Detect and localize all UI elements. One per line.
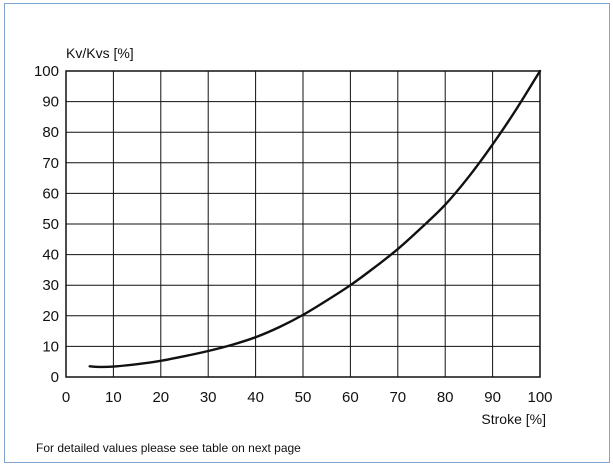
y-tick-label: 30 <box>42 277 59 294</box>
y-tick-label: 90 <box>42 94 59 111</box>
grid <box>65 70 541 378</box>
x-tick-label: 100 <box>527 389 552 406</box>
y-tick-label: 40 <box>42 247 59 264</box>
x-tick-label: 0 <box>62 389 70 406</box>
series <box>88 69 542 369</box>
chart-frame <box>4 3 610 463</box>
x-tick-label: 10 <box>105 389 122 406</box>
x-tick-label: 60 <box>342 389 359 406</box>
y-tick-label: 50 <box>42 216 59 233</box>
y-tick-label: 80 <box>42 124 59 141</box>
y-tick-label: 60 <box>42 185 59 202</box>
x-tick-label: 70 <box>389 389 406 406</box>
y-tick-label: 100 <box>34 63 59 80</box>
y-tick-label: 70 <box>42 155 59 172</box>
x-tick-label: 40 <box>247 389 264 406</box>
x-axis-label: Stroke [%] <box>481 411 546 427</box>
x-tick-label: 50 <box>295 389 312 406</box>
plot-border <box>65 70 541 378</box>
tick-labels: 0 10 20 30 40 50 60 70 80 90 100 0 10 20 30 40 50 60 70 80 9… <box>34 63 553 406</box>
x-tick-label: 20 <box>152 389 169 406</box>
x-tick-label: 30 <box>200 389 217 406</box>
series-line <box>88 69 542 369</box>
x-tick-label: 90 <box>484 389 501 406</box>
y-tick-label: 20 <box>42 308 59 325</box>
footnote: For detailed values please see table on … <box>36 441 301 455</box>
y-axis-label: Kv/Kvs [%] <box>66 45 134 61</box>
y-tick-label: 10 <box>42 338 59 355</box>
x-tick-label: 80 <box>437 389 454 406</box>
axes <box>65 70 541 378</box>
y-tick-label: 0 <box>51 369 59 386</box>
